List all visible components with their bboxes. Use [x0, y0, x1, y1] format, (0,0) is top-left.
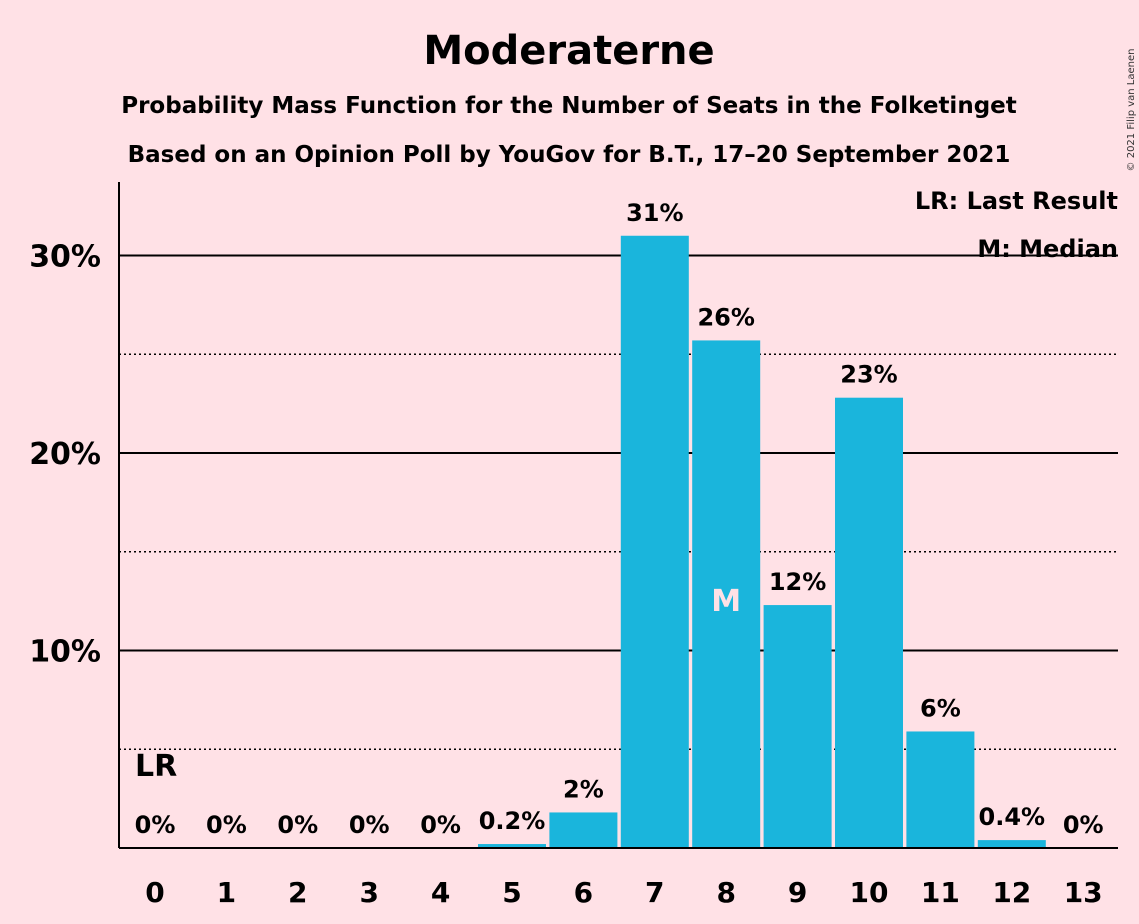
- x-tick-label-7: 7: [645, 876, 664, 909]
- data-label-seat-6: 2%: [563, 775, 604, 803]
- chart-subtitle-2: Based on an Opinion Poll by YouGov for B…: [128, 142, 1011, 168]
- x-tick-label-11: 11: [921, 876, 960, 909]
- chart-subtitle-1: Probability Mass Function for the Number…: [121, 93, 1017, 119]
- x-tick-label-8: 8: [716, 876, 735, 909]
- y-tick-label: 20%: [29, 437, 101, 472]
- markers: LR M: [135, 584, 741, 784]
- data-label-seat-5: 0.2%: [479, 807, 546, 835]
- data-label-seat-11: 6%: [920, 694, 961, 722]
- chart-title: Moderaterne: [423, 28, 714, 74]
- data-label-seat-3: 0%: [349, 811, 390, 839]
- y-tick-label: 30%: [29, 240, 101, 275]
- data-labels: 0% 0% 0% 0% 0% 0.2% 2% 31% 26% 12% 23% 6% 0.4% 0%: [135, 199, 1104, 839]
- x-tick-label-5: 5: [502, 876, 521, 909]
- data-label-seat-8: 26%: [697, 303, 754, 331]
- gridlines: [119, 254, 1118, 750]
- y-tick-label: 10%: [29, 635, 101, 670]
- data-label-seat-0: 0%: [135, 811, 176, 839]
- median-marker: M: [711, 584, 741, 619]
- x-tick-label-6: 6: [574, 876, 593, 909]
- legend-last-result: LR: Last Result: [915, 187, 1118, 215]
- x-tick-label-12: 12: [992, 876, 1031, 909]
- x-tick-label-3: 3: [359, 876, 378, 909]
- x-tick-label-2: 2: [288, 876, 307, 909]
- x-tick-label-13: 13: [1064, 876, 1103, 909]
- data-label-seat-12: 0.4%: [979, 803, 1046, 831]
- bar-seat-10: [835, 397, 903, 848]
- data-label-seat-13: 0%: [1063, 811, 1104, 839]
- bar-seat-11: [906, 731, 975, 848]
- data-label-seat-10: 23%: [840, 361, 897, 389]
- bar-seat-12: [977, 840, 1046, 848]
- data-label-seat-9: 12%: [769, 568, 826, 596]
- y-axis-ticks: 10% 20% 30%: [29, 240, 101, 670]
- bar-seat-6: [549, 812, 618, 848]
- data-label-seat-4: 0%: [420, 811, 461, 839]
- copyright-note: © 2021 Filip van Laenen: [1126, 49, 1137, 172]
- bar-seat-9: [763, 605, 832, 848]
- last-result-marker: LR: [135, 749, 177, 784]
- x-tick-label-1: 1: [217, 876, 236, 909]
- bar-seat-7: [620, 235, 689, 848]
- bar-seat-5: [478, 844, 546, 848]
- bars: [478, 235, 1046, 848]
- x-tick-label-0: 0: [145, 876, 164, 909]
- data-label-seat-1: 0%: [206, 811, 247, 839]
- data-label-seat-2: 0%: [277, 811, 318, 839]
- legend-median: M: Median: [977, 235, 1118, 263]
- x-tick-label-4: 4: [431, 876, 450, 909]
- x-axis-ticks: 0 1 2 3 4 5 6 7 8 9 10 11 12 13: [145, 876, 1102, 909]
- data-label-seat-7: 31%: [626, 199, 683, 227]
- bar-seat-8: [692, 340, 761, 848]
- x-tick-label-9: 9: [788, 876, 807, 909]
- x-tick-label-10: 10: [850, 876, 889, 909]
